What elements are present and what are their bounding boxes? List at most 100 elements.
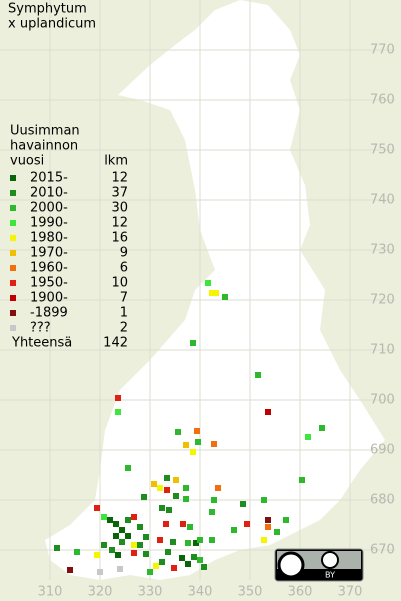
observation-square [137,542,143,548]
observation-square [54,545,60,551]
observation-square [265,409,271,415]
observation-square [205,280,211,286]
observation-square [125,533,131,539]
observation-square [173,493,179,499]
observation-square [231,527,237,533]
observation-square [180,521,186,527]
observation-square [159,505,165,511]
observation-square [157,485,163,491]
observation-square [185,561,191,567]
legend-swatch [10,190,16,196]
observation-square [115,552,121,558]
legend-label: 2010- [30,186,68,201]
observation-square [261,537,267,543]
observation-square [143,534,149,540]
legend-label: 1900- [30,291,68,306]
observations [54,280,325,575]
legend-count: 10 [111,276,128,291]
x-tick-label: 330 [138,585,163,600]
observation-square [197,537,203,543]
observation-square [255,372,261,378]
observation-square [141,494,147,500]
observation-square [222,294,228,300]
legend-heading: vuosi [10,154,44,169]
observation-square [97,569,103,575]
observation-square [143,551,149,557]
observation-square [113,521,119,527]
observation-square [115,409,121,415]
title-line: Symphytum [8,2,87,17]
legend-label: 1970- [30,246,68,261]
observation-square [305,434,311,440]
observation-square [274,529,280,535]
observation-square [131,514,137,520]
observation-square [163,521,169,527]
y-tick-label: 690 [370,443,395,458]
x-tick-label: 370 [338,585,363,600]
observation-square [319,425,325,431]
by-icon [321,551,339,569]
legend-label: 1980- [30,231,68,246]
observation-square [164,475,170,481]
legend-swatch [10,205,16,211]
legend-label: 1960- [30,261,68,276]
observation-square [74,549,80,555]
observation-square [265,524,271,530]
observation-square [187,524,193,530]
x-tick-label: 350 [238,585,263,600]
legend-label: 2015- [30,171,68,186]
legend-swatch [10,250,16,256]
legend-count: 2 [120,321,128,336]
observation-square [211,497,217,503]
observation-square [119,539,125,545]
legend-swatch [10,220,16,226]
observation-square [185,540,191,546]
observation-square [115,395,121,401]
observation-square [213,290,219,296]
observation-square [67,567,73,573]
observation-square [244,521,250,527]
observation-square [209,290,215,296]
observation-square [201,564,207,570]
legend-count: 30 [111,201,128,216]
license-text: BY [325,571,335,580]
observation-square [125,517,131,523]
observation-square [299,477,305,483]
observation-square [147,569,153,575]
y-tick-label: 680 [370,493,395,508]
observation-square [101,514,107,520]
legend-count-heading: lkm [104,154,128,169]
legend-count: 16 [111,231,128,246]
observation-square [193,540,199,546]
x-tick-label: 320 [88,585,113,600]
observation-square [209,537,215,543]
observation-square [190,340,196,346]
observation-square [190,449,196,455]
observation-square [166,507,172,513]
observation-square [179,555,185,561]
observation-square [215,485,221,491]
legend-count: 6 [120,261,128,276]
observation-square [94,505,100,511]
observation-square [137,524,143,530]
license-badge: BY [274,548,364,582]
y-tick-label: 730 [370,243,395,258]
observation-square [183,442,189,448]
legend-count: 12 [111,171,128,186]
observation-square [107,517,113,523]
observation-square [183,496,189,502]
legend-swatch [10,310,16,316]
legend-count: 37 [111,186,128,201]
y-tick-label: 720 [370,293,395,308]
y-tick-label: 710 [370,343,395,358]
observation-square [283,517,289,523]
x-tick-label: 310 [38,585,63,600]
total-label: Yhteensä [11,336,72,351]
observation-square [183,485,189,491]
observation-square [194,428,200,434]
observation-square [195,439,201,445]
observation-square [175,429,181,435]
observation-square [101,542,107,548]
x-tick-label: 360 [288,585,313,600]
